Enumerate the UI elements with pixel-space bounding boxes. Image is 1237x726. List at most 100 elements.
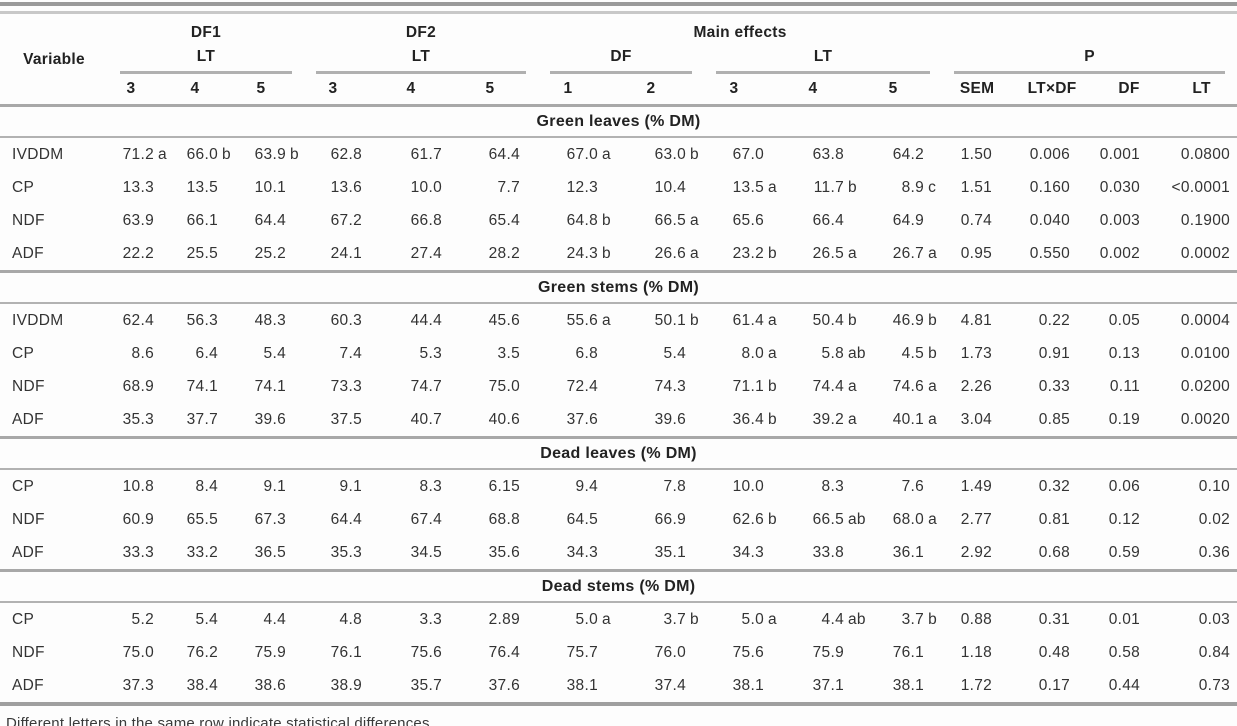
table-body: Green leaves (% DM) IVDDM 71.2 a 66.0 b 63.9 b 6…: [0, 104, 1237, 705]
section-title-row: Dead stems (% DM): [0, 569, 1237, 603]
significance-letter: b: [928, 311, 937, 329]
value-cell: 63.0 b: [616, 137, 704, 171]
value-cell: 40.7: [380, 403, 460, 438]
value-cell: 33.8: [782, 536, 862, 571]
column-header-ltxdf: LT×DF: [1027, 80, 1077, 97]
value-cell: 24.1: [304, 237, 380, 272]
value-number: 63.8: [812, 145, 844, 163]
value-cell: 13.5 a: [704, 171, 782, 204]
value-number: 10.1: [254, 178, 286, 196]
value-number: 36.4: [732, 410, 764, 428]
value-number: 23.2: [732, 244, 764, 262]
value-cell: 3.5: [460, 337, 538, 370]
value-number: 64.9: [892, 211, 925, 229]
value-number: 48.3: [254, 311, 286, 329]
value-cell: 8.0 a: [704, 337, 782, 370]
significance-letter: b: [768, 410, 777, 428]
value-number: 76.1: [330, 643, 362, 661]
value-cell: 13.3: [108, 171, 172, 204]
value-number: 35.6: [488, 543, 520, 561]
footnote-letters: Different letters in the same row indica…: [6, 715, 430, 726]
value-cell: 75.7: [538, 636, 616, 669]
p-value-cell: 0.10: [1198, 477, 1231, 495]
value-number: 6.4: [195, 344, 218, 362]
value-number: 64.4: [330, 510, 362, 528]
value-cell: 3.7 b: [616, 602, 704, 636]
value-number: 10.4: [654, 178, 686, 196]
p-value-cell: 0.001: [1099, 145, 1141, 163]
value-number: 46.9: [892, 311, 925, 329]
value-cell: 76.2: [172, 636, 236, 669]
value-cell: 76.1: [862, 636, 942, 669]
p-value-cell: 0.0004: [1180, 311, 1231, 329]
value-number: 3.7: [663, 610, 686, 628]
value-cell: 60.9: [108, 503, 172, 536]
p-value-cell: 1.72: [960, 676, 993, 694]
value-number: 24.3: [566, 244, 598, 262]
value-cell: 68.0 a: [862, 503, 942, 536]
value-number: 50.4: [812, 311, 844, 329]
value-number: 34.3: [566, 543, 598, 561]
value-number: 73.3: [330, 377, 362, 395]
value-number: 74.1: [186, 377, 218, 395]
value-number: 40.6: [488, 410, 520, 428]
value-number: 8.4: [195, 477, 218, 495]
value-number: 27.4: [410, 244, 442, 262]
p-value-cell: 0.002: [1099, 244, 1141, 262]
value-cell: 4.5 b: [862, 337, 942, 370]
variable-label: ADF: [12, 244, 44, 262]
value-number: 66.9: [654, 510, 686, 528]
value-cell: 36.4 b: [704, 403, 782, 438]
value-number: 62.8: [330, 145, 362, 163]
value-cell: 5.0 a: [538, 602, 616, 636]
value-number: 38.1: [732, 676, 764, 694]
value-cell: 38.1: [862, 669, 942, 704]
value-number: 37.4: [654, 676, 686, 694]
value-cell: 10.1: [236, 171, 304, 204]
value-number: 75.6: [410, 643, 442, 661]
value-number: 5.8: [821, 344, 844, 362]
value-number: 65.6: [732, 211, 764, 229]
value-cell: 75.9: [782, 636, 862, 669]
value-cell: 26.5 a: [782, 237, 862, 272]
column-header-df1-lt5: 5: [256, 80, 266, 97]
value-number: 63.0: [654, 145, 686, 163]
variable-label: CP: [12, 610, 35, 628]
significance-letter: a: [848, 410, 857, 428]
significance-letter: a: [928, 377, 937, 395]
p-value-cell: 0.68: [1038, 543, 1071, 561]
p-value-cell: 2.92: [960, 543, 993, 561]
value-number: 25.2: [254, 244, 286, 262]
value-cell: 12.3: [538, 171, 616, 204]
value-number: 75.9: [812, 643, 844, 661]
p-value-cell: 0.0100: [1180, 344, 1231, 362]
p-value-cell: 0.06: [1108, 477, 1141, 495]
value-number: 5.3: [419, 344, 442, 362]
value-number: 35.3: [122, 410, 154, 428]
value-number: 13.6: [330, 178, 362, 196]
value-number: 38.4: [186, 676, 218, 694]
top-rule: [0, 2, 1237, 6]
section-title-row: Green leaves (% DM): [0, 104, 1237, 138]
value-cell: 74.4 a: [782, 370, 862, 403]
column-header-main-lt3: 3: [729, 80, 739, 97]
p-value-cell: 0.0800: [1180, 145, 1231, 163]
value-cell: 74.1: [172, 370, 236, 403]
p-value-cell: 0.81: [1038, 510, 1071, 528]
value-cell: 75.6: [380, 636, 460, 669]
variable-label: NDF: [12, 643, 45, 661]
p-value-cell: 0.73: [1198, 676, 1231, 694]
value-cell: 68.8: [460, 503, 538, 536]
data-row: CP 13.3 13.5 10.1 13.6 10.0 7.7 12.3 10.4 13.5 a 11…: [0, 171, 1237, 204]
value-cell: 71.1 b: [704, 370, 782, 403]
value-number: 5.0: [741, 610, 764, 628]
value-cell: 7.8: [616, 469, 704, 503]
value-cell: 38.1: [704, 669, 782, 704]
p-value-cell: 0.95: [960, 244, 993, 262]
value-number: 33.8: [812, 543, 844, 561]
value-cell: 6.4: [172, 337, 236, 370]
p-value-cell: 0.59: [1108, 543, 1141, 561]
subgroup-header-main-lt: LT: [704, 44, 942, 74]
value-cell: 33.2: [172, 536, 236, 571]
value-number: 2.89: [488, 610, 520, 628]
